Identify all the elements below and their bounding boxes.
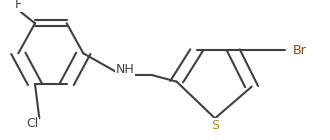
Text: S: S: [211, 119, 219, 132]
Text: NH: NH: [115, 63, 134, 76]
Text: F: F: [15, 0, 22, 11]
Text: Br: Br: [293, 44, 307, 57]
Text: Cl: Cl: [27, 117, 39, 130]
